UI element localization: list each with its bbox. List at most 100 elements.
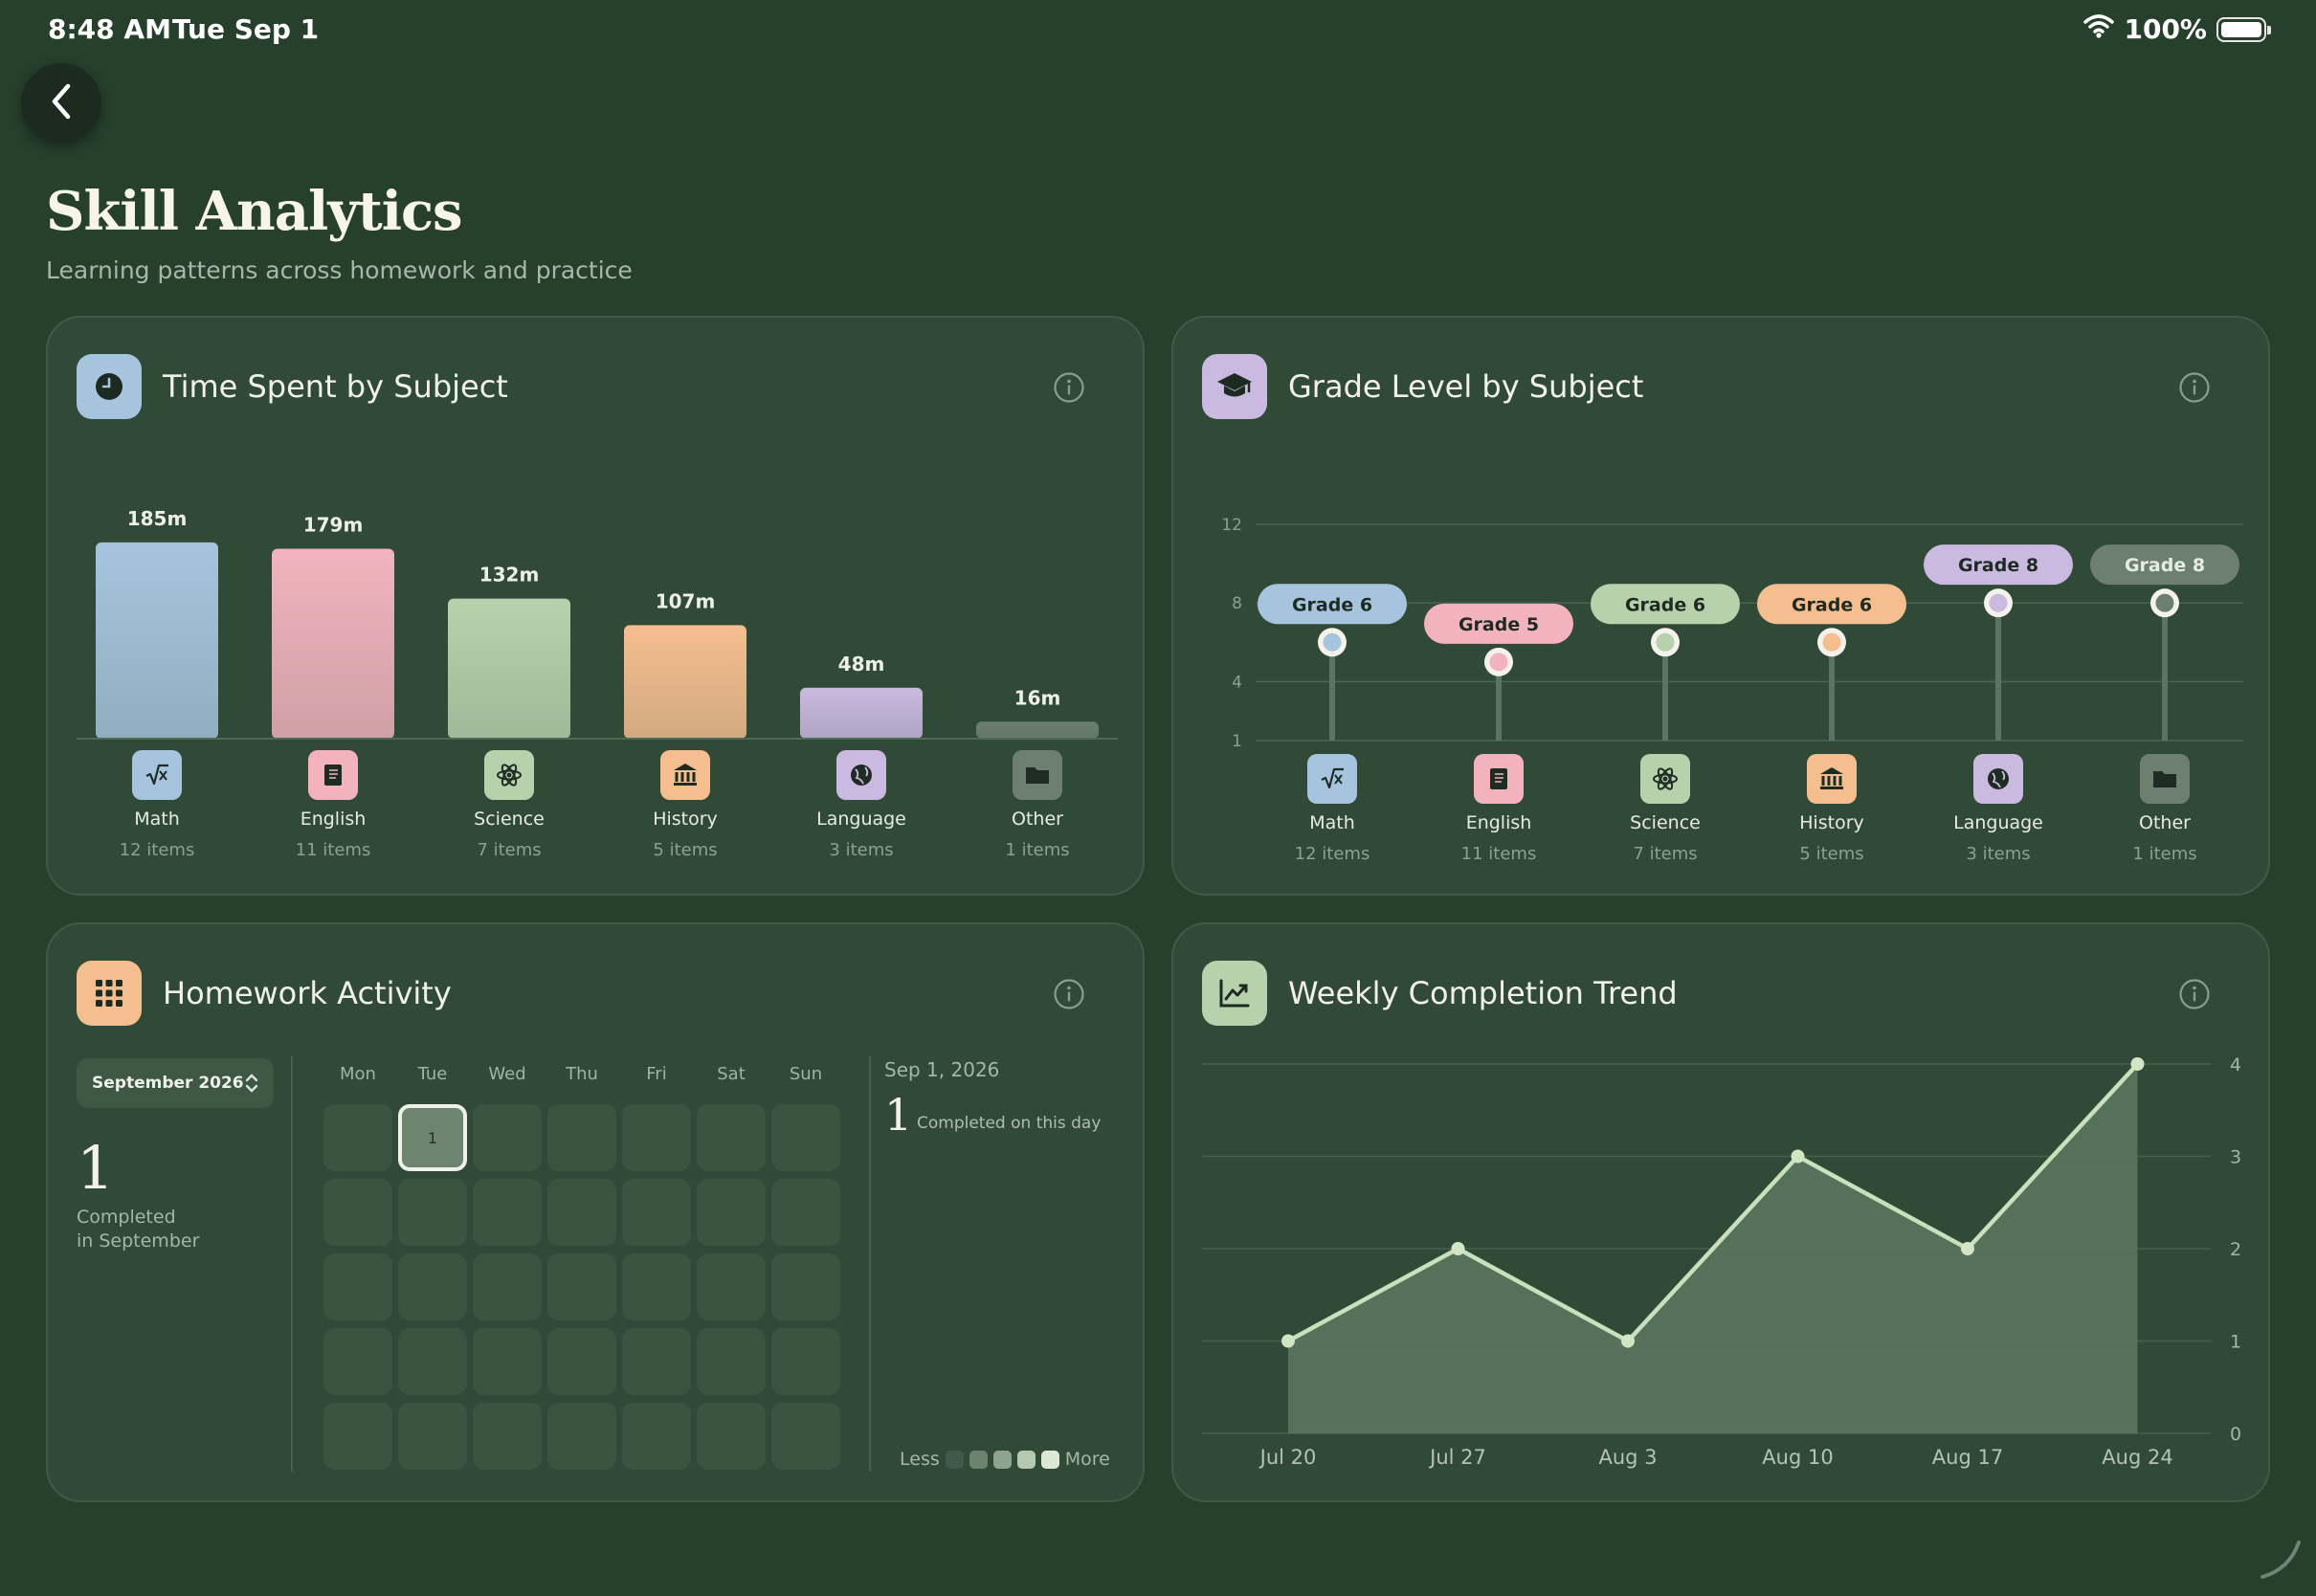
subject-item-count: 11 items <box>1461 844 1537 864</box>
bar <box>976 721 1099 739</box>
subject-item-count: 7 items <box>477 840 541 860</box>
weekday-label: Thu <box>566 1064 598 1084</box>
lollipop-dot-fill <box>2155 593 2174 612</box>
selected-day-label: Completed on this day <box>917 1114 1102 1133</box>
battery-level <box>2221 21 2261 37</box>
trend-point <box>1791 1149 1805 1164</box>
calendar-day[interactable] <box>547 1104 616 1171</box>
calendar-day[interactable] <box>697 1179 766 1246</box>
wifi-icon <box>2083 13 2115 45</box>
glyph <box>1827 776 1831 786</box>
graduation-cap-icon <box>1202 354 1267 419</box>
lollipop-dot-fill <box>1989 593 2008 612</box>
calendar-day[interactable] <box>473 1104 542 1171</box>
y-tick-label: 8 <box>1232 594 1242 613</box>
glyph <box>1838 776 1842 786</box>
subject-item-count: 1 items <box>1005 840 1069 860</box>
calendar-day[interactable] <box>473 1253 542 1320</box>
homework-activity-card: Homework Activity September 2026 1 Compl… <box>46 922 1145 1502</box>
chevron-left-icon <box>47 82 76 124</box>
calendar-day[interactable] <box>622 1328 691 1395</box>
calendar-day[interactable] <box>398 1403 467 1470</box>
calendar-day[interactable] <box>622 1179 691 1246</box>
grade-pill <box>1258 584 1407 625</box>
calendar-day[interactable] <box>622 1253 691 1320</box>
calendar-day[interactable] <box>697 1253 766 1320</box>
grade-level-card: Grade Level by Subject 12 8 4 1 Grade 6 Grade… <box>1171 316 2270 896</box>
calendar-day[interactable] <box>547 1328 616 1395</box>
calendar-day[interactable] <box>697 1403 766 1470</box>
lollipop-dot-fill <box>1822 632 1841 652</box>
subject-item-count: 5 items <box>653 840 717 860</box>
info-icon[interactable] <box>1053 978 1085 1014</box>
atom-icon <box>1640 754 1690 804</box>
bar <box>624 625 746 739</box>
calendar-day[interactable] <box>771 1253 840 1320</box>
glyph <box>2153 771 2176 787</box>
card-title: Time Spent by Subject <box>163 368 508 405</box>
calendar-day[interactable] <box>622 1403 691 1470</box>
calendar-day[interactable] <box>473 1328 542 1395</box>
bar-value-label: 48m <box>838 653 885 676</box>
calendar-day[interactable] <box>323 1179 392 1246</box>
calendar-day[interactable] <box>473 1403 542 1470</box>
calendar-day[interactable] <box>771 1403 840 1470</box>
glyph <box>145 764 168 786</box>
bar-value-label: 179m <box>303 513 364 536</box>
calendar-day[interactable] <box>697 1104 766 1171</box>
grade-pill <box>1424 603 1573 644</box>
grid-icon <box>77 961 142 1026</box>
calendar-day[interactable] <box>547 1179 616 1246</box>
month-select[interactable]: September 2026 <box>77 1058 274 1108</box>
x-tick-label: Aug 3 <box>1598 1446 1657 1469</box>
glyph <box>1988 768 2009 789</box>
calendar-day[interactable] <box>771 1179 840 1246</box>
bar <box>96 542 218 739</box>
y-tick-label: 4 <box>1232 673 1242 692</box>
glyph <box>1321 767 1344 789</box>
calendar-day[interactable] <box>547 1253 616 1320</box>
back-button[interactable] <box>21 63 101 144</box>
card-header: Time Spent by Subject <box>77 354 1114 419</box>
info-icon[interactable] <box>1053 371 1085 408</box>
calendar-day[interactable] <box>323 1403 392 1470</box>
calendar-day[interactable] <box>771 1104 840 1171</box>
x-tick-label: Aug 24 <box>2102 1446 2172 1469</box>
status-indicators: 100% <box>2083 13 2271 45</box>
calendar-day[interactable] <box>771 1328 840 1395</box>
heatmap-legend: Less More <box>900 1449 1110 1470</box>
glyph <box>1657 767 1674 790</box>
calendar-day[interactable] <box>398 1253 467 1320</box>
status-date: Tue Sep 1 <box>172 13 320 45</box>
glyph <box>506 772 512 778</box>
info-icon[interactable] <box>2178 978 2211 1014</box>
calendar-day[interactable] <box>323 1328 392 1395</box>
glyph <box>501 764 518 787</box>
icon-tile <box>660 750 710 800</box>
legend-swatch <box>1040 1450 1059 1469</box>
card-header: Grade Level by Subject <box>1202 354 2239 419</box>
glyph <box>692 772 696 782</box>
calendar-day[interactable] <box>398 1328 467 1395</box>
calendar-day-active[interactable]: 1 <box>398 1104 467 1171</box>
grade-pill <box>1757 584 1906 625</box>
calendar-day[interactable] <box>323 1104 392 1171</box>
card-title: Weekly Completion Trend <box>1288 975 1678 1011</box>
grade-label: Grade 6 <box>1792 594 1872 615</box>
book-icon <box>308 750 358 800</box>
calendar-day[interactable] <box>622 1104 691 1171</box>
calendar-day[interactable] <box>547 1403 616 1470</box>
battery-icon <box>2216 16 2271 42</box>
calendar-day[interactable] <box>697 1328 766 1395</box>
card-title: Homework Activity <box>163 975 452 1011</box>
card-header: Weekly Completion Trend <box>1202 961 2239 1026</box>
grade-pill <box>2090 544 2239 586</box>
calendar-day[interactable] <box>398 1179 467 1246</box>
grade-label: Grade 6 <box>1292 594 1372 615</box>
calendar-day[interactable] <box>473 1179 542 1246</box>
calendar-day[interactable] <box>323 1253 392 1320</box>
info-icon[interactable] <box>2178 371 2211 408</box>
legend-less-label: Less <box>900 1449 940 1470</box>
subject-item-count: 5 items <box>1799 844 1863 864</box>
bar-value-label: 16m <box>1014 686 1061 709</box>
